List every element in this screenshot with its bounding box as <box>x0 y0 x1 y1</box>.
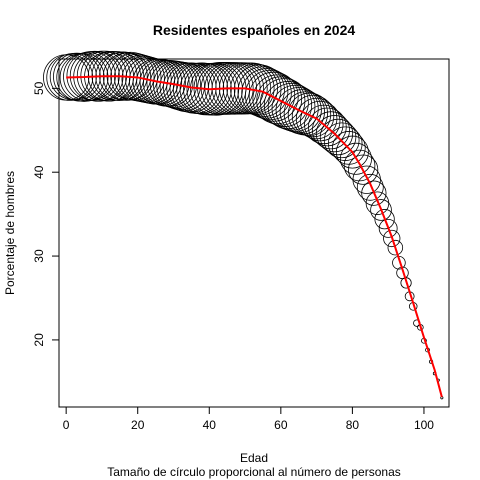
data-point-age-76 <box>319 118 357 156</box>
data-point-age-54 <box>233 64 285 116</box>
y-tick-label: 30 <box>32 249 46 263</box>
x-tick-label: 20 <box>131 418 145 432</box>
size-note: Tamaño de círculo proporcional al número… <box>107 465 401 479</box>
data-point-age-90 <box>378 218 398 238</box>
data-point-age-92 <box>387 239 404 256</box>
smooth-trend-line <box>66 75 443 398</box>
x-tick-label: 80 <box>346 418 360 432</box>
data-point-age-71 <box>299 100 341 142</box>
data-point-age-72 <box>304 104 344 145</box>
data-point-age-79 <box>331 131 366 165</box>
data-point-age-82 <box>343 149 376 182</box>
chart-title: Residentes españoles en 2024 <box>153 22 356 38</box>
data-point-age-70 <box>295 97 338 140</box>
data-point-age-81 <box>339 142 372 175</box>
data-marks <box>43 50 444 400</box>
data-point-age-91 <box>383 229 401 248</box>
data-point-age-64 <box>271 84 319 132</box>
x-axis-label: Edad <box>240 451 268 465</box>
data-point-age-31 <box>153 61 202 109</box>
data-point-age-61 <box>260 78 309 127</box>
data-point-age-80 <box>335 135 369 169</box>
data-point-age-60 <box>256 76 306 126</box>
y-tick-label: 40 <box>32 165 46 179</box>
x-axis: 0 20 40 60 80 100 <box>63 406 434 432</box>
y-tick-label: 20 <box>32 333 46 347</box>
x-tick-label: 100 <box>414 418 434 432</box>
y-axis: 20 30 40 50 <box>32 81 60 347</box>
y-tick-label: 50 <box>32 81 46 95</box>
data-point-age-85 <box>356 173 384 201</box>
data-point-age-89 <box>374 209 395 230</box>
data-point-age-58 <box>248 71 299 122</box>
x-tick-label: 60 <box>274 418 288 432</box>
data-point-age-68 <box>287 92 332 137</box>
data-point-age-86 <box>361 180 387 206</box>
x-tick-label: 40 <box>203 418 217 432</box>
data-point-age-74 <box>311 111 350 150</box>
data-point-age-69 <box>291 94 335 138</box>
data-point-age-75 <box>315 115 354 153</box>
y-axis-label: Porcentaje de hombres <box>3 171 17 295</box>
x-tick-label: 0 <box>63 418 70 432</box>
data-point-age-88 <box>370 199 392 221</box>
data-point-age-77 <box>323 122 360 159</box>
data-point-age-83 <box>348 154 379 185</box>
